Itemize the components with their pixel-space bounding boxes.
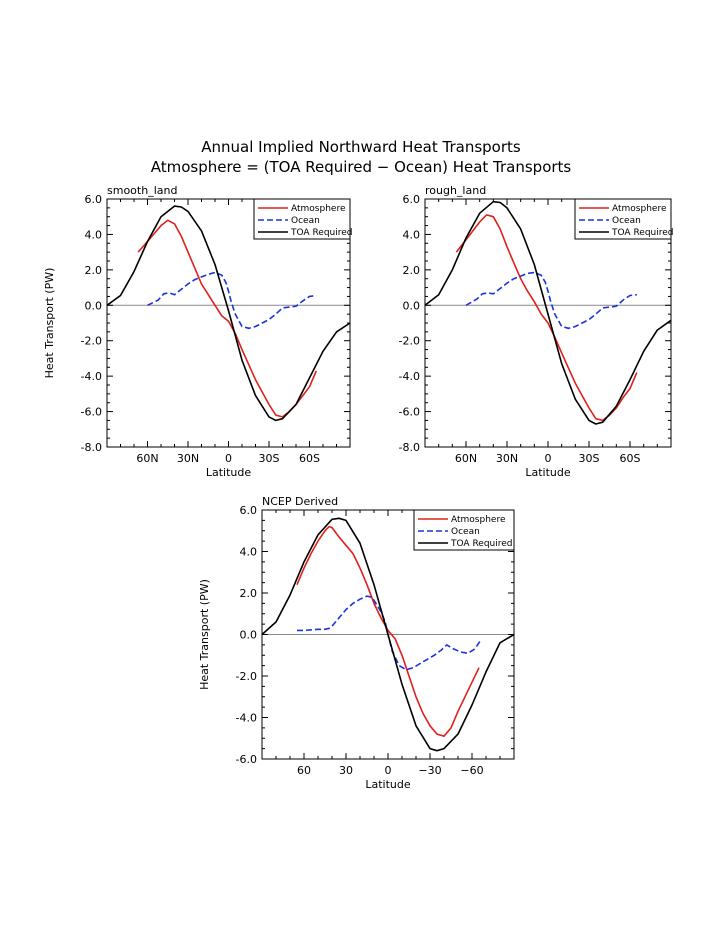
y-tick-label: -2.0	[399, 335, 420, 348]
panel-rough-land: rough_land 6.0 4.0 2.0 0.0 -2.0 -4.0 -6.0 -8.0 60…	[399, 184, 674, 479]
y-axis-label: Heat Transport (PW)	[198, 579, 211, 690]
x-tick-label: 60S	[299, 452, 320, 465]
x-tick-label: −30	[418, 764, 441, 777]
series-line-ocean	[297, 595, 482, 671]
y-tick-label: -8.0	[399, 441, 420, 454]
legend-entry: TOA Required	[450, 539, 513, 549]
figure-title-line-2: Atmosphere = (TOA Required − Ocean) Heat…	[151, 158, 572, 176]
figure-title-line-1: Annual Implied Northward Heat Transports	[201, 138, 521, 156]
y-axis-label: Heat Transport (PW)	[43, 268, 56, 379]
y-tick-label: 6.0	[240, 504, 258, 517]
legend-entry: Ocean	[451, 527, 480, 537]
y-tick-label: -6.0	[81, 406, 102, 419]
x-tick-label: 30N	[496, 452, 518, 465]
y-tick-label: 6.0	[403, 193, 421, 206]
series-line-toa-required	[106, 205, 351, 422]
legend-entry: TOA Required	[290, 228, 353, 238]
x-tick-label: 60N	[136, 452, 158, 465]
y-tick-label: -8.0	[81, 441, 102, 454]
y-tick-label: -4.0	[236, 712, 257, 725]
y-tick-label: 4.0	[240, 546, 258, 559]
x-tick-label: 0	[225, 452, 232, 465]
panel-title: smooth_land	[107, 184, 177, 197]
y-tick-label: 0.0	[403, 299, 421, 312]
x-tick-label: 60N	[455, 452, 477, 465]
panel-smooth-land: smooth_land 6.0 4.0 2.0 0.0 -2.0 -4.0 -6.0 -8.0 6…	[43, 184, 353, 479]
y-tick-label: 4.0	[85, 228, 103, 241]
y-tick-label: -4.0	[399, 370, 420, 383]
legend-entry: Atmosphere	[451, 515, 506, 525]
y-tick-label: 2.0	[240, 587, 258, 600]
legend-entry: Atmosphere	[291, 204, 346, 214]
x-axis-label: Latitude	[365, 778, 411, 791]
x-tick-label: 0	[385, 764, 392, 777]
y-tick-label: 2.0	[403, 264, 421, 277]
series-line-ocean	[147, 271, 317, 330]
y-tick-label: 2.0	[85, 264, 103, 277]
x-axis-label: Latitude	[525, 466, 571, 479]
legend-entry: Ocean	[612, 216, 641, 226]
y-tick-label: 4.0	[403, 228, 421, 241]
x-tick-label: 30	[339, 764, 353, 777]
y-tick-label: 6.0	[85, 193, 103, 206]
y-tick-label: -6.0	[236, 753, 257, 766]
y-tick-label: 0.0	[85, 299, 103, 312]
x-axis-label: Latitude	[206, 466, 252, 479]
panel-title: rough_land	[425, 184, 486, 197]
y-tick-label: -2.0	[236, 670, 257, 683]
x-tick-label: −60	[460, 764, 483, 777]
y-tick-label: -4.0	[81, 370, 102, 383]
series-line-atmosphere	[137, 219, 318, 418]
series-line-atmosphere	[455, 214, 638, 422]
series-line-toa-required	[261, 517, 515, 752]
y-tick-label: 0.0	[240, 629, 258, 642]
legend-entry: TOA Required	[611, 228, 674, 238]
x-tick-label: 30S	[579, 452, 600, 465]
y-tick-label: -2.0	[81, 335, 102, 348]
series-line-ocean	[465, 271, 637, 330]
series-line-atmosphere	[296, 525, 480, 738]
y-tick-label: -6.0	[399, 406, 420, 419]
x-tick-label: 60S	[620, 452, 641, 465]
panel-ncep-derived: NCEP Derived 6.0 4.0 2.0 0.0 -2.0 -4.0 -6.0 60 30…	[198, 495, 515, 791]
x-tick-label: 60	[297, 764, 311, 777]
x-tick-label: 0	[545, 452, 552, 465]
panel-title: NCEP Derived	[262, 495, 338, 508]
legend-entry: Atmosphere	[612, 204, 667, 214]
series-line-toa-required	[424, 200, 672, 425]
x-tick-label: 30N	[177, 452, 199, 465]
x-tick-label: 30S	[259, 452, 280, 465]
legend-entry: Ocean	[291, 216, 320, 226]
